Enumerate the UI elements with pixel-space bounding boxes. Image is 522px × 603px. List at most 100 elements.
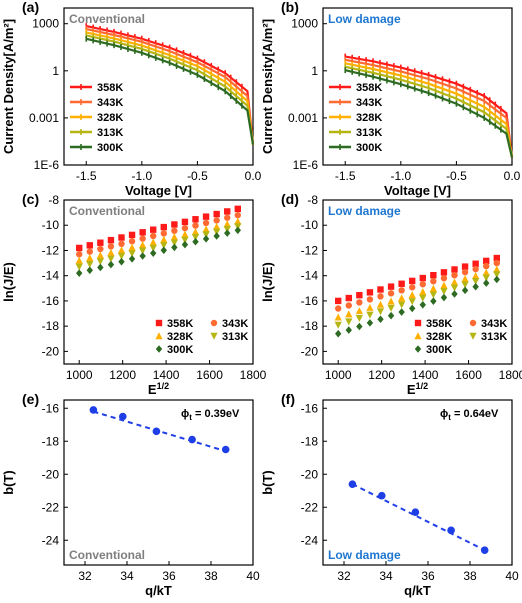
x-tick-label: 1400 xyxy=(153,368,180,382)
data-point-300K xyxy=(150,249,157,257)
fit-line xyxy=(351,483,486,552)
data-point-358K xyxy=(160,223,167,231)
y-tick-label: -24 xyxy=(42,533,60,547)
plot-frame xyxy=(63,7,254,166)
data-point-300K xyxy=(356,322,363,331)
data-point-343K xyxy=(160,230,167,237)
y-tick-label: 0.001 xyxy=(288,111,318,125)
data-point-343K xyxy=(213,217,220,224)
data-point-313K xyxy=(334,321,342,329)
data-point-300K xyxy=(118,257,125,266)
data-point-313K xyxy=(440,288,448,296)
data-point-300K xyxy=(398,308,405,316)
data-point-358K xyxy=(181,218,189,226)
data-point-328K xyxy=(86,254,94,262)
data-point xyxy=(378,491,386,500)
data-point-358K xyxy=(419,274,426,282)
data-point-328K xyxy=(419,287,427,295)
y-tick-label: -18 xyxy=(42,434,60,448)
x-tick-label: -1.0 xyxy=(390,169,411,183)
data-point-328K xyxy=(181,230,189,238)
legend-label-358K: 358K xyxy=(97,82,123,94)
panel-d: 1000 1200 1400 1600 1800 -20 -18 -16 -14 -12 -10 -8… xyxy=(260,191,522,397)
y-axis-title: b(T) xyxy=(260,470,275,495)
legend-marker-343K xyxy=(210,319,218,327)
data-point-358K xyxy=(150,226,157,233)
data-point-313K xyxy=(376,308,385,316)
data-point-328K xyxy=(107,248,115,256)
data-point xyxy=(152,427,161,436)
data-point-343K xyxy=(234,211,241,219)
data-point-358K xyxy=(483,257,490,265)
x-tick-label: 1600 xyxy=(455,368,482,382)
data-point-343K xyxy=(387,290,395,297)
y-tick-label: 1 xyxy=(52,64,59,78)
data-point-343K xyxy=(224,214,231,221)
data-point-343K xyxy=(356,299,363,306)
data-point-300K xyxy=(335,329,342,338)
data-point-300K xyxy=(128,255,136,263)
y-tick-label: -8 xyxy=(307,193,318,207)
data-point-300K xyxy=(181,240,189,249)
y-tick-label: 1000 xyxy=(32,17,59,31)
x-axis-title: q/kT xyxy=(145,583,172,598)
y-axis-title: ln(J/E) xyxy=(1,262,16,302)
x-tick-label: 38 xyxy=(204,569,218,583)
legend-marker-328K xyxy=(155,332,163,340)
data-point-300K xyxy=(234,226,241,235)
data-point-300K xyxy=(366,319,374,327)
data-point-358K xyxy=(345,294,352,302)
panel-label: (b) xyxy=(281,0,299,15)
data-point-328K xyxy=(223,220,231,228)
data-point-328K xyxy=(408,291,416,299)
data-point-358K xyxy=(86,242,93,249)
x-tick-label: -0.5 xyxy=(187,169,208,183)
y-axis-title: ln(J/E) xyxy=(260,262,275,302)
phi-annotation: ϕt = 0.64eV xyxy=(440,408,499,422)
data-point-343K xyxy=(440,275,448,282)
data-point xyxy=(348,480,357,488)
x-tick-label: 34 xyxy=(379,569,393,583)
data-point-313K xyxy=(429,291,437,299)
panel-tag: Conventional xyxy=(69,12,145,26)
data-point-313K xyxy=(86,260,94,268)
data-point-343K xyxy=(451,271,458,279)
data-point-300K xyxy=(440,293,448,302)
data-point-313K xyxy=(493,271,501,279)
data-point-328K xyxy=(160,235,168,243)
data-point xyxy=(480,546,489,554)
data-point-343K xyxy=(409,284,416,291)
legend-label-328K: 328K xyxy=(97,112,123,124)
data-point-300K xyxy=(472,282,479,291)
data-point-358K xyxy=(192,216,199,223)
data-point-343K xyxy=(192,222,199,229)
legend-label-300K: 300K xyxy=(167,344,193,356)
data-point-300K xyxy=(139,252,146,260)
data-point-358K xyxy=(128,231,136,239)
data-point-328K xyxy=(345,310,353,318)
data-point-313K xyxy=(366,311,374,319)
data-point-300K xyxy=(76,269,83,277)
data-point-328K xyxy=(170,233,178,241)
data-point-328K xyxy=(149,238,157,246)
data-point-313K xyxy=(419,294,427,302)
data-point-343K xyxy=(139,235,146,242)
data-point-300K xyxy=(213,232,220,240)
data-point-328K xyxy=(355,307,363,315)
data-point-313K xyxy=(482,274,490,282)
legend-marker-358K xyxy=(414,319,422,327)
data-point-313K xyxy=(128,250,136,258)
legend-label-313K: 313K xyxy=(97,127,123,139)
data-point-300K xyxy=(202,235,210,243)
data-point-300K xyxy=(107,260,115,269)
x-axis-title: Voltage [V] xyxy=(125,183,192,198)
y-tick-label: -16 xyxy=(42,294,60,308)
panel-tag: Conventional xyxy=(69,204,145,218)
data-point-328K xyxy=(376,300,385,308)
panel-tag: Low damage xyxy=(328,548,401,562)
x-tick-label: 1000 xyxy=(66,368,93,382)
data-point-300K xyxy=(461,286,469,295)
y-tick-label: -8 xyxy=(48,193,59,207)
data-point xyxy=(447,526,455,535)
panel-label: (a) xyxy=(22,0,39,15)
